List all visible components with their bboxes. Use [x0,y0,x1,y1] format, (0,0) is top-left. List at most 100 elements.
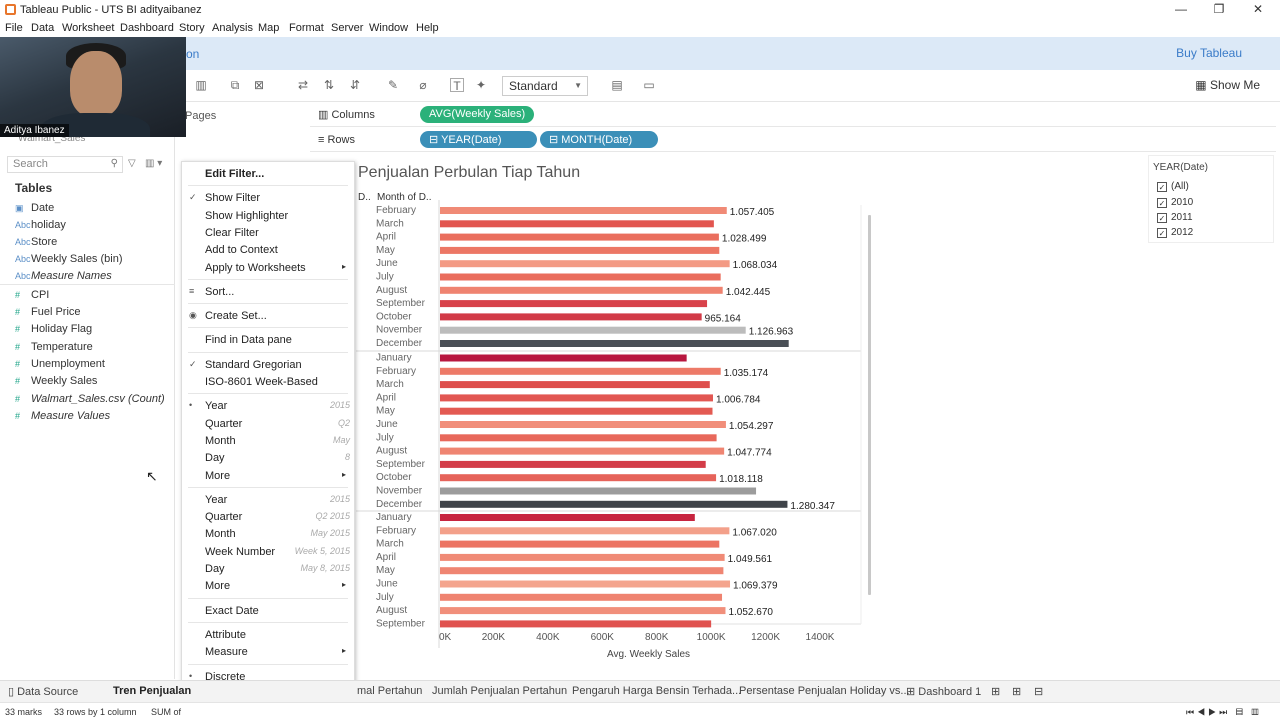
menu-worksheet[interactable]: Worksheet [62,22,115,34]
new-story-tab-icon[interactable]: ⊟ [1034,686,1044,698]
menu-help[interactable]: Help [416,22,439,34]
menu-item-year[interactable]: Year 2015 [182,492,354,508]
filter-option-2010[interactable]: ✓ 2010 [1157,197,1194,208]
search-icon: ⚲ [110,158,118,169]
field-measure-names[interactable]: AbcMeasure Names [15,270,112,282]
tab-mal-pertahun[interactable]: mal Pertahun [357,685,423,697]
filter-option-2012[interactable]: ✓ 2012 [1157,227,1194,238]
menu-story[interactable]: Story [179,22,205,34]
tab-data-source[interactable]: ▯ Data Source [8,686,79,698]
rows-pill-month[interactable]: ⊟ MONTH(Date) [540,131,658,148]
tab-tren-penjualan[interactable]: Tren Penjualan [113,685,192,697]
buy-tableau-link[interactable]: Buy Tableau [1176,46,1242,60]
menu-item-measure[interactable]: Measure ▸ [182,644,354,660]
new-worksheet-tab-icon[interactable]: ⊞ [991,686,1001,698]
tab-jumlah-penjualan[interactable]: Jumlah Penjualan Pertahun [432,685,568,697]
menu-item-week-number[interactable]: Week Number Week 5, 2015 [182,544,354,560]
menu-item-quarter[interactable]: Quarter Q2 [182,416,354,432]
highlight-icon[interactable]: ✎ [387,78,399,92]
menu-item-clear-filter[interactable]: Clear Filter [182,225,354,241]
menu-item-attribute[interactable]: Attribute [182,627,354,643]
field-cpi[interactable]: # CPI [15,289,50,301]
row-header-year[interactable]: D.. [358,192,371,203]
search-input[interactable]: Search ⚲ [7,156,123,173]
clear-sheet-icon[interactable]: ⊠ [253,78,265,92]
menu-item-year[interactable]: • Year 2015 [182,398,354,414]
columns-pill[interactable]: AVG(Weekly Sales) [420,106,535,123]
new-dashboard-tab-icon[interactable]: ⊞ [1012,686,1022,698]
sheet-nav-icons[interactable]: ⏮◀▶⏭ ▤ ▥ [1186,707,1262,717]
labels-icon[interactable]: T [450,78,464,93]
menu-item-apply-to-worksheets[interactable]: Apply to Worksheets ▸ [182,260,354,276]
pin-icon[interactable]: ⌀ [419,78,427,92]
menu-item-month[interactable]: Month May [182,433,354,449]
month-label: September [376,618,426,629]
presentation-icon[interactable]: ▭ [643,78,655,92]
menu-dashboard[interactable]: Dashboard [120,22,174,34]
menu-data[interactable]: Data [31,22,55,34]
menu-item-add-to-context[interactable]: Add to Context [182,242,354,258]
menu-item-create-set[interactable]: ◉ Create Set... [182,308,354,324]
field-unemployment[interactable]: # Unemployment [15,358,105,370]
rows-shelf[interactable]: ⊟ YEAR(Date) ⊟ MONTH(Date) [310,128,1276,152]
field-walmart-count[interactable]: # Walmart_Sales.csv (Count) [15,393,165,405]
field-weekly-sales-bin[interactable]: AbcWeekly Sales (bin) [15,253,123,265]
menu-item-label: Create Set... [205,310,267,323]
field-temperature[interactable]: # Temperature [15,341,93,353]
menu-item-show-highlighter[interactable]: Show Highlighter [182,208,354,224]
menu-map[interactable]: Map [258,22,280,34]
close-button[interactable]: ✕ [1252,2,1264,16]
menu-item-month[interactable]: Month May 2015 [182,526,354,542]
tab-dashboard-1[interactable]: ⊞ Dashboard 1 [906,686,982,698]
rows-pill-year[interactable]: ⊟ YEAR(Date) [420,131,537,148]
row-header-month[interactable]: Month of D.. [377,192,432,203]
menu-item-show-filter[interactable]: ✓ Show Filter [182,190,354,206]
menu-file[interactable]: File [5,22,23,34]
menu-server[interactable]: Server [331,22,364,34]
field-weekly-sales[interactable]: # Weekly Sales [15,375,98,387]
tab-pengaruh-harga[interactable]: Pengaruh Harga Bensin Terhada... [572,685,742,697]
menu-item-more[interactable]: More ▸ [182,468,354,484]
menu-format[interactable]: Format [289,22,324,34]
menu-item-quarter[interactable]: Quarter Q2 2015 [182,509,354,525]
field-holiday[interactable]: Abcholiday [15,219,66,231]
new-worksheet-icon[interactable]: ▥ [195,78,207,92]
field-fuel-price[interactable]: # Fuel Price [15,306,81,318]
filter-icon[interactable]: ▽ [128,158,136,169]
fix-axes-icon[interactable]: ✦ [475,78,487,92]
menu-item-day[interactable]: Day 8 [182,450,354,466]
banner-text: on [186,47,200,61]
menu-item-discrete[interactable]: • Discrete [182,669,354,685]
menu-analysis[interactable]: Analysis [212,22,253,34]
maximize-button[interactable]: ❐ [1213,2,1225,16]
menu-item-more[interactable]: More ▸ [182,578,354,594]
sort-desc-icon[interactable]: ⇵ [349,78,361,92]
sort-asc-icon[interactable]: ⇅ [323,78,335,92]
menu-item-standard-gregorian[interactable]: ✓ Standard Gregorian [182,357,354,373]
menu-window[interactable]: Window [369,22,409,34]
field-measure-values[interactable]: # Measure Values [15,410,111,422]
field-date[interactable]: ▣ Date [15,202,55,214]
duplicate-icon[interactable]: ⧉ [230,78,240,92]
show-cards-icon[interactable]: ▤ [611,78,623,92]
filter-option-2011[interactable]: ✓ 2011 [1157,212,1193,223]
field-store[interactable]: AbcStore [15,236,58,248]
fit-select[interactable]: Standard ▼ [502,76,588,96]
menu-item-day[interactable]: Day May 8, 2015 [182,561,354,577]
field-holiday-flag[interactable]: # Holiday Flag [15,323,93,335]
tab-persentase-holiday[interactable]: Persentase Penjualan Holiday vs... [739,685,910,697]
menu-item-iso-8601-week-based[interactable]: ISO-8601 Week-Based [182,374,354,390]
datasource-name[interactable]: Walmart_Sales [18,133,86,144]
show-me-button[interactable]: ▦ Show Me [1195,78,1260,92]
menu-item-exact-date[interactable]: Exact Date [182,603,354,619]
bar [440,434,717,442]
columns-shelf[interactable]: AVG(Weekly Sales) [310,103,1276,127]
swap-icon[interactable]: ⇄ [297,78,309,92]
rows-icon: ≡ [318,134,328,146]
menu-item-sort[interactable]: ≡ Sort... [182,284,354,300]
minimize-button[interactable]: — [1175,2,1187,16]
view-options-icon[interactable]: ▥ ▾ [145,158,163,169]
menu-item-find-in-data-pane[interactable]: Find in Data pane [182,332,354,348]
menu-item-edit-filter[interactable]: Edit Filter... [182,166,354,182]
filter-option-all[interactable]: ✓ (All) [1157,181,1189,192]
